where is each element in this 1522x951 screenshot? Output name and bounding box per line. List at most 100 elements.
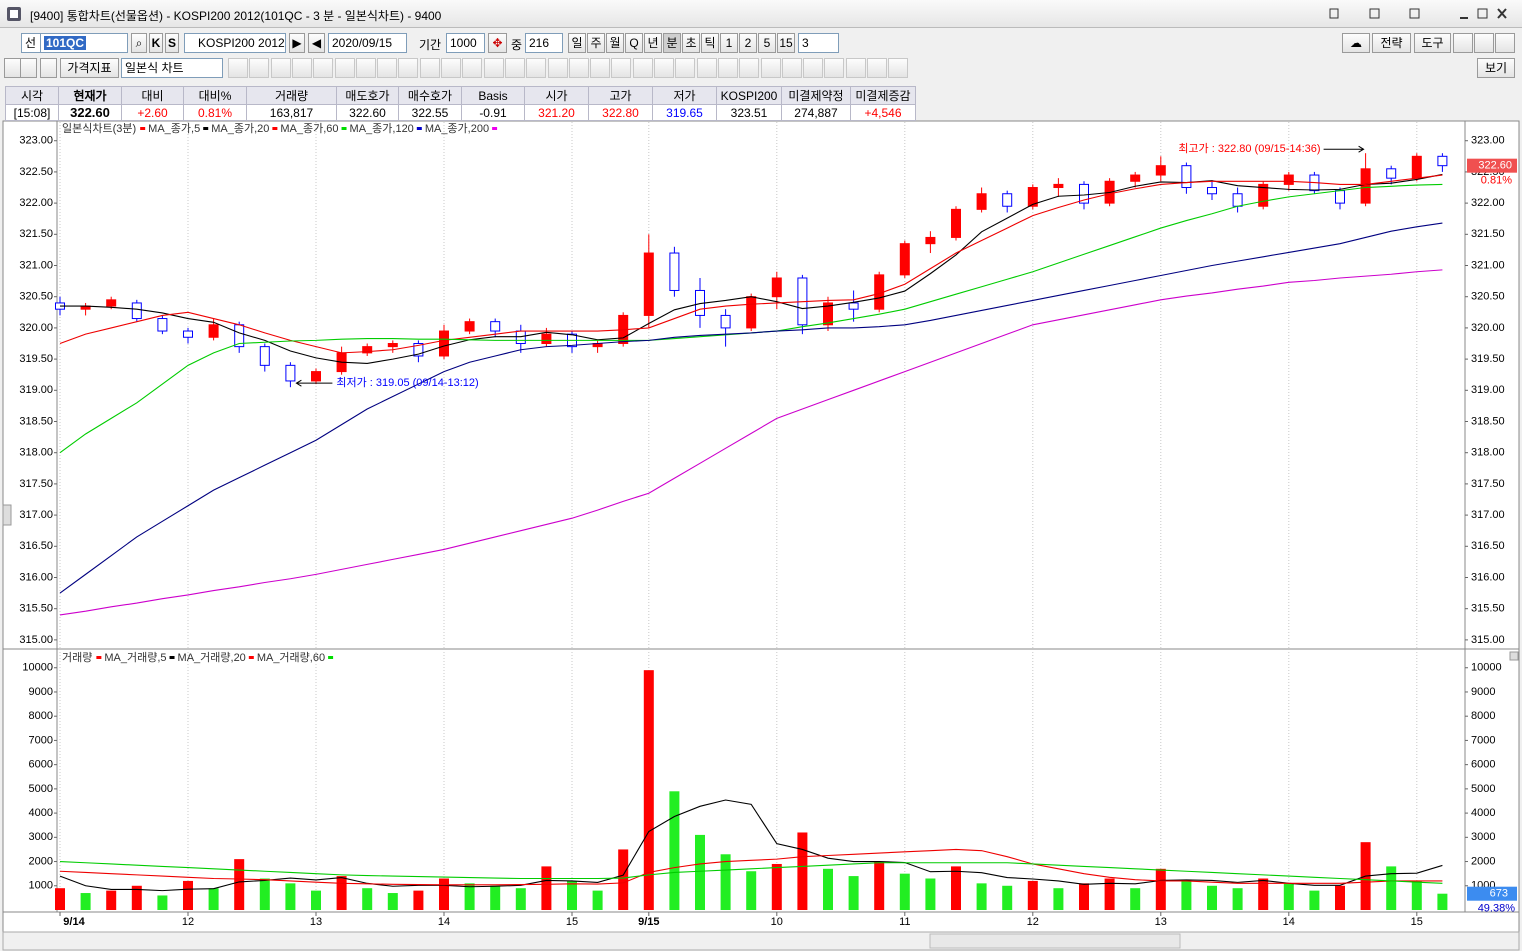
interval-button[interactable]: 2: [739, 33, 757, 53]
tool-button[interactable]: [313, 58, 334, 78]
view-button[interactable]: 보기: [1477, 58, 1515, 78]
tool-button[interactable]: [334, 58, 355, 78]
tool-button[interactable]: [632, 58, 653, 78]
y-tick-label: 321.50: [1471, 228, 1505, 240]
tool-button[interactable]: [228, 58, 248, 78]
volume-bar: [1232, 888, 1243, 910]
mid-input[interactable]: 216: [525, 33, 563, 53]
candle-body: [387, 343, 398, 348]
prev-button[interactable]: ◀: [308, 33, 325, 53]
volume-bar: [515, 888, 526, 910]
interval-button[interactable]: 분: [663, 33, 681, 53]
icon-button[interactable]: [20, 58, 37, 78]
tool-button[interactable]: [675, 58, 696, 78]
last-volume-ratio: 49.38%: [1478, 903, 1516, 915]
candle-body: [1155, 165, 1166, 176]
legend-swatch: [328, 656, 334, 659]
interval-button[interactable]: Q: [625, 33, 643, 53]
tool-button[interactable]: [824, 58, 845, 78]
interval-button[interactable]: 5: [758, 33, 776, 53]
x-tick-label: 9/14: [63, 916, 85, 928]
y-tick-label: 4000: [1471, 807, 1495, 819]
k-button[interactable]: K: [149, 33, 163, 53]
strategy-button[interactable]: 전략: [1372, 33, 1411, 53]
icon-button[interactable]: [1453, 33, 1473, 53]
interval-button[interactable]: 주: [587, 33, 605, 53]
candle-body: [208, 324, 219, 338]
interval-button[interactable]: 1: [720, 33, 738, 53]
tool-button[interactable]: [291, 58, 312, 78]
crosshair-button[interactable]: ✥: [488, 33, 507, 53]
tools-button[interactable]: 도구: [1414, 33, 1451, 53]
icon-button[interactable]: [4, 58, 21, 78]
tool-button[interactable]: [590, 58, 611, 78]
tool-button[interactable]: [803, 58, 824, 78]
interval-button[interactable]: 초: [682, 33, 700, 53]
tool-button[interactable]: [654, 58, 674, 78]
interval-button[interactable]: 일: [568, 33, 586, 53]
ma-line: [59, 222, 1443, 594]
tool-button[interactable]: [504, 58, 525, 78]
icon-button[interactable]: [40, 58, 57, 78]
tool-button[interactable]: [568, 58, 589, 78]
volume-bar: [1130, 888, 1141, 910]
volume-bar: [848, 876, 859, 910]
code-input[interactable]: 101QC: [40, 33, 128, 53]
candle-body: [669, 252, 680, 291]
tool-button[interactable]: [696, 58, 717, 78]
indicator-button[interactable]: 가격지표: [60, 58, 119, 78]
y-tick-label: 319.50: [1471, 353, 1505, 365]
s-button[interactable]: S: [165, 33, 179, 53]
icon-button[interactable]: [1495, 33, 1515, 53]
interval-button[interactable]: 년: [644, 33, 662, 53]
tool-button[interactable]: [377, 58, 398, 78]
cloud-button[interactable]: ☁: [1342, 33, 1370, 53]
tool-button[interactable]: [398, 58, 419, 78]
app-icon: [7, 7, 21, 21]
y-tick-label: 7000: [1471, 734, 1495, 746]
interval-button[interactable]: 틱: [701, 33, 719, 53]
tool-button[interactable]: [526, 58, 547, 78]
side-tab[interactable]: [2, 504, 12, 526]
annotation-arrow: [1323, 145, 1365, 153]
volume-bar: [55, 888, 65, 910]
tool-button[interactable]: [717, 58, 738, 78]
last-volume-box: [1467, 886, 1517, 901]
chart-frame: [2, 120, 1520, 933]
interval-button[interactable]: 15: [777, 33, 795, 53]
tool-button[interactable]: [547, 58, 568, 78]
tool-button[interactable]: [760, 58, 781, 78]
tool-button[interactable]: [441, 58, 461, 78]
tool-button[interactable]: [355, 58, 376, 78]
y-tick-label: 316.50: [19, 540, 53, 552]
icon-button[interactable]: [1474, 33, 1494, 53]
tool-button[interactable]: [419, 58, 440, 78]
tool-button[interactable]: [739, 58, 760, 78]
date-input[interactable]: 2020/09/15: [328, 33, 407, 53]
tool-button[interactable]: [611, 58, 632, 78]
tool-button[interactable]: [483, 58, 504, 78]
y-tick-label: 1000: [29, 880, 53, 892]
period-input[interactable]: 1000: [446, 33, 485, 53]
quote-value: +4,546: [850, 104, 916, 121]
chart-kind-select[interactable]: 일본식 차트: [121, 58, 223, 78]
tool-button[interactable]: [845, 58, 866, 78]
tool-button[interactable]: [781, 58, 802, 78]
tool-button[interactable]: [867, 58, 887, 78]
interval-button[interactable]: 월: [606, 33, 624, 53]
tool-button[interactable]: [462, 58, 483, 78]
next-button[interactable]: ▶: [289, 33, 305, 53]
window-controls[interactable]: [1320, 6, 1520, 22]
tool-button[interactable]: [249, 58, 270, 78]
tool-button[interactable]: [888, 58, 909, 78]
y-tick-label: 319.00: [1471, 384, 1505, 396]
search-button[interactable]: ⌕: [131, 33, 147, 53]
legend-entry: MA_거래량,20: [178, 651, 246, 664]
interval-input[interactable]: 3: [798, 33, 839, 53]
scrollbar[interactable]: [929, 933, 1181, 949]
legend-swatch: [272, 127, 278, 130]
tool-button[interactable]: [270, 58, 291, 78]
y-tick-label: 4000: [29, 807, 53, 819]
panel-button[interactable]: [1509, 651, 1519, 661]
